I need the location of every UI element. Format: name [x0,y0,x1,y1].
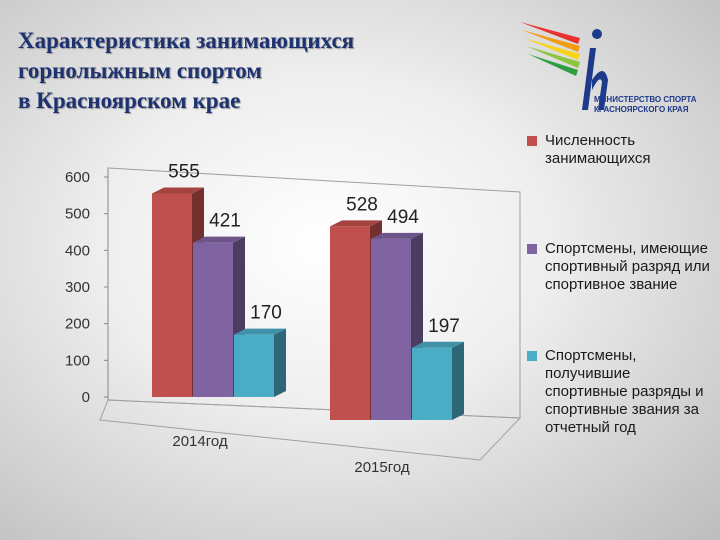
legend-label: Численность занимающихся [545,132,651,167]
data-label: 555 [168,162,200,183]
legend-label: Спортсмены, получившие спортивные разряд… [545,347,704,436]
bar-side [452,341,464,420]
x-tick-label: 2015год [354,459,410,476]
bar [152,193,192,397]
legend-swatch [527,244,537,254]
bar [371,238,411,420]
title-line: Характеристика занимающихся [18,28,355,53]
y-tick-label: 600 [65,169,90,186]
legend-swatch [527,136,537,146]
bar [234,334,274,397]
data-label: 528 [346,194,378,215]
bar-top [412,341,464,348]
x-tick-label: 2014год [172,433,228,450]
logo-line: МИНИСТЕРСТВО СПОРТА [594,95,697,104]
data-label: 170 [250,303,282,324]
legend-item: Спортсмены, получившие спортивные разряд… [527,347,717,437]
y-tick-label: 400 [65,242,90,259]
y-tick-label: 0 [82,389,90,406]
bar [412,347,452,420]
y-tick-label: 200 [65,316,90,333]
title-line: в Красноярском крае [18,88,241,113]
bar-top [330,220,382,227]
bar-top [152,187,204,194]
logo-graphic [520,22,608,110]
legend-item: Спортсмены, имеющие спортивный разряд ил… [527,240,717,294]
bar [193,242,233,397]
bar-top [371,232,423,239]
data-label: 197 [428,316,460,337]
legend-label: Спортсмены, имеющие спортивный разряд ил… [545,240,710,293]
logo-line: КРАСНОЯРСКОГО КРАЯ [594,105,689,114]
y-tick-label: 100 [65,352,90,369]
y-tick-label: 500 [65,206,90,223]
title-line: горнолыжным спортом [18,58,262,83]
title: Характеристика занимающихся горнолыжным … [18,26,354,116]
legend-swatch [527,351,537,361]
logo-text: МИНИСТЕРСТВО СПОРТА КРАСНОЯРСКОГО КРАЯ [594,95,697,115]
legend-item: Численность занимающихся [527,132,717,168]
bar-top [193,236,245,243]
bar-side [274,328,286,397]
bar [330,226,370,420]
y-tick-label: 300 [65,279,90,296]
data-label: 494 [387,207,419,228]
data-label: 421 [209,211,241,232]
bar-top [234,328,286,335]
